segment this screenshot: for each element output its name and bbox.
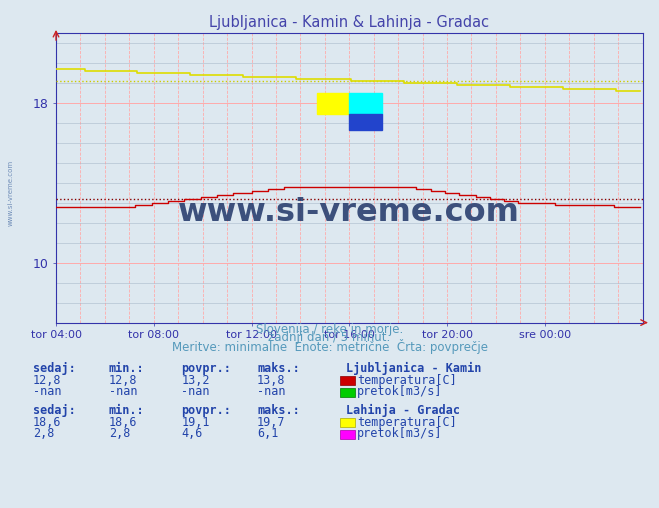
- Text: Meritve: minimalne  Enote: metrične  Črta: povprečje: Meritve: minimalne Enote: metrične Črta:…: [171, 338, 488, 354]
- Text: povpr.:: povpr.:: [181, 404, 231, 417]
- Text: -nan: -nan: [257, 385, 285, 398]
- Text: temperatura[C]: temperatura[C]: [357, 373, 457, 387]
- Text: 2,8: 2,8: [109, 427, 130, 440]
- Text: Ljubljanica - Kamin: Ljubljanica - Kamin: [346, 362, 481, 375]
- Text: 12,8: 12,8: [33, 373, 61, 387]
- Text: 12,8: 12,8: [109, 373, 137, 387]
- Bar: [349, 93, 382, 114]
- Bar: [317, 93, 349, 114]
- Text: 13,8: 13,8: [257, 373, 285, 387]
- Text: sedaj:: sedaj:: [33, 404, 76, 417]
- Text: pretok[m3/s]: pretok[m3/s]: [357, 385, 443, 398]
- Text: Slovenija / reke in morje.: Slovenija / reke in morje.: [256, 323, 403, 336]
- Text: maks.:: maks.:: [257, 362, 300, 375]
- Text: Lahinja - Gradac: Lahinja - Gradac: [346, 404, 460, 417]
- Text: maks.:: maks.:: [257, 404, 300, 417]
- Text: 18,6: 18,6: [109, 416, 137, 429]
- Text: www.si-vreme.com: www.si-vreme.com: [179, 197, 520, 228]
- Text: 6,1: 6,1: [257, 427, 278, 440]
- Text: temperatura[C]: temperatura[C]: [357, 416, 457, 429]
- Text: min.:: min.:: [109, 362, 144, 375]
- Text: 2,8: 2,8: [33, 427, 54, 440]
- Text: zadnji dan / 5 minut.: zadnji dan / 5 minut.: [268, 331, 391, 344]
- Text: 18,6: 18,6: [33, 416, 61, 429]
- Text: -nan: -nan: [181, 385, 210, 398]
- Text: 13,2: 13,2: [181, 373, 210, 387]
- Text: sedaj:: sedaj:: [33, 362, 76, 375]
- Text: pretok[m3/s]: pretok[m3/s]: [357, 427, 443, 440]
- Text: 4,6: 4,6: [181, 427, 202, 440]
- Text: 19,1: 19,1: [181, 416, 210, 429]
- Title: Ljubljanica - Kamin & Lahinja - Gradac: Ljubljanica - Kamin & Lahinja - Gradac: [209, 15, 490, 30]
- Text: povpr.:: povpr.:: [181, 362, 231, 375]
- Text: min.:: min.:: [109, 404, 144, 417]
- Bar: [349, 114, 382, 130]
- Text: 19,7: 19,7: [257, 416, 285, 429]
- Text: www.si-vreme.com: www.si-vreme.com: [8, 160, 14, 226]
- Text: -nan: -nan: [33, 385, 61, 398]
- Text: -nan: -nan: [109, 385, 137, 398]
